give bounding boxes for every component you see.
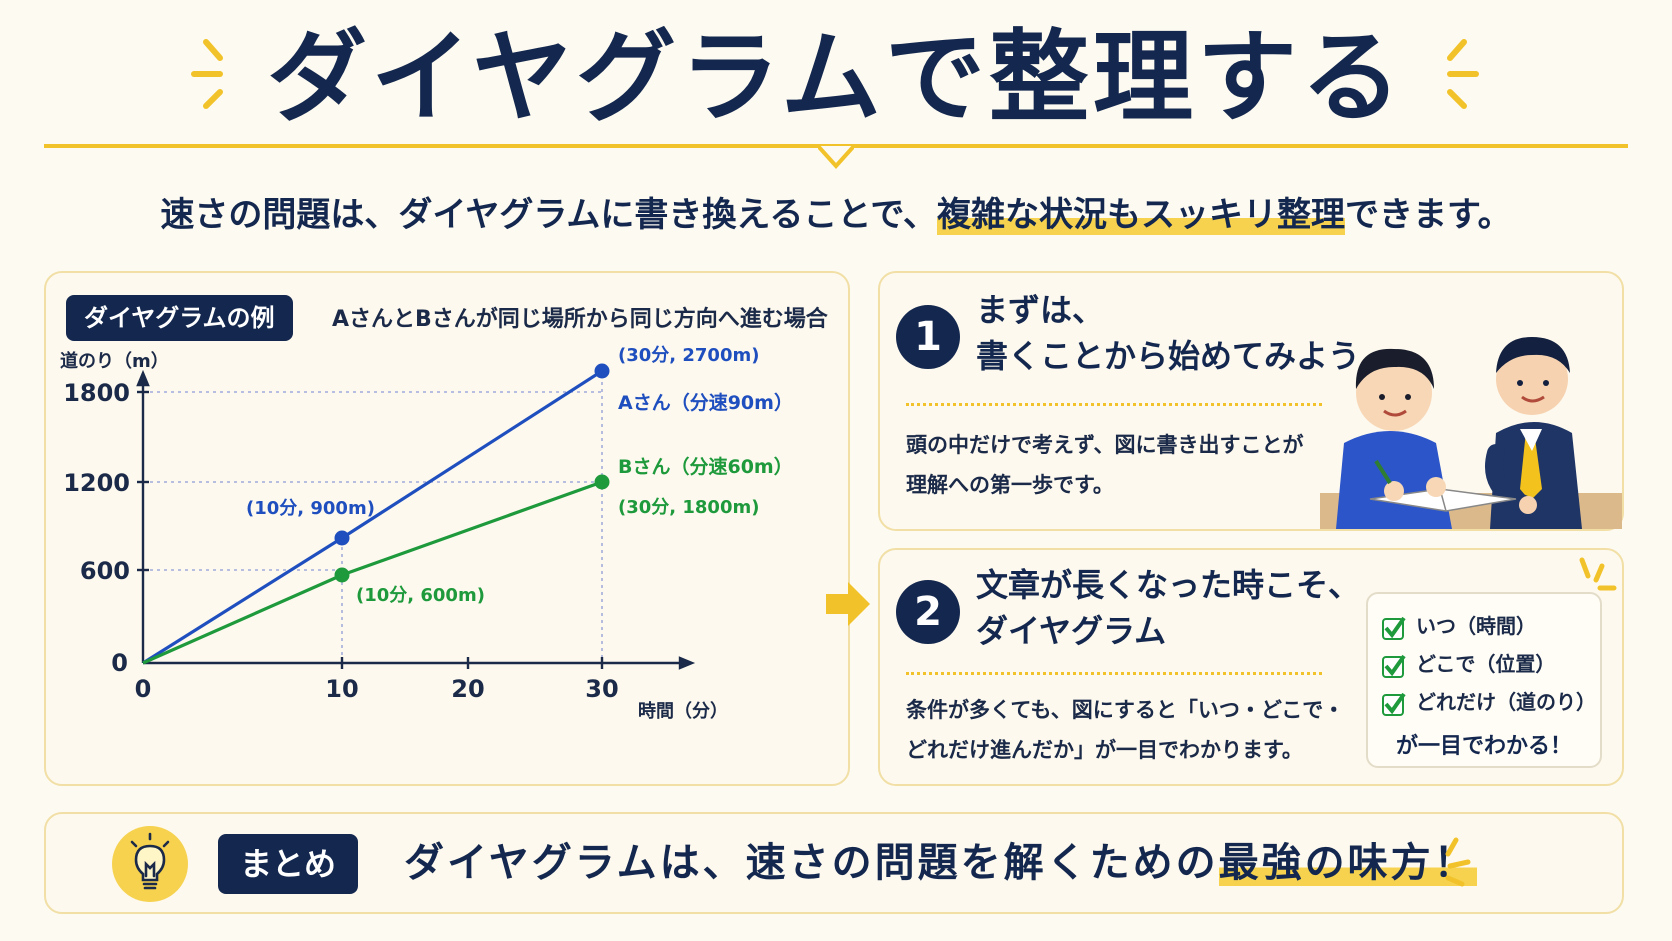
x-axis-label: 時間（分）	[638, 701, 728, 722]
subtitle-highlight: 複雑な状況もスッキリ整理	[936, 195, 1345, 235]
x-tick-label-10: 10	[325, 675, 358, 703]
lightbulb-icon	[130, 832, 170, 890]
checklist-item-where: どこで（位置）	[1382, 648, 1555, 678]
y-tick-label-1800: 1800	[63, 379, 130, 407]
step2-body-line2: どれだけ進んだか」が一目でわかります。	[906, 738, 1303, 762]
step2-panel: 2 文章が長くなった時こそ、 ダイヤグラム 条件が多くても、図にすると「いつ・ど…	[878, 548, 1624, 786]
step2-number: 2	[896, 580, 960, 644]
arrow-right-icon	[826, 582, 870, 626]
sparkle-summary-icon	[1445, 837, 1471, 887]
summary-badge: まとめ	[218, 834, 359, 894]
summary-text-main: ダイヤグラムは、速さの問題を解くための	[404, 840, 1219, 886]
step2-divider	[906, 672, 1322, 675]
x-tick-label-20: 20	[451, 675, 484, 703]
sparkle-left-icon	[191, 39, 223, 109]
checklist-label-when: いつ（時間）	[1416, 614, 1536, 638]
summary-text-highlight: 最強の味方！	[1218, 840, 1477, 886]
series-a-point-30	[594, 363, 610, 379]
diagram-example-badge: ダイヤグラムの例	[66, 295, 293, 341]
x-axis-arrow	[678, 656, 696, 670]
checklist-label-distance: どれだけ（道のり）	[1416, 690, 1596, 714]
series-a-point-label-30: (30分, 2700m)	[618, 345, 759, 366]
series-b-point-label-30: (30分, 1800m)	[618, 497, 759, 518]
student-teacher-illustration	[1320, 337, 1622, 529]
step1-body-line1: 頭の中だけで考えず、図に書き出すことが	[906, 433, 1304, 457]
step1-panel: 1 まずは、 書くことから始めてみよう 頭の中だけで考えず、図に書き出すことが …	[878, 271, 1624, 531]
step1-divider	[906, 403, 1322, 406]
lightbulb-icon-bg	[112, 826, 188, 902]
y-axis-label: 道のり（m）	[60, 350, 169, 372]
page-title: ダイヤグラムで整理する	[267, 19, 1405, 136]
series-a-point-10	[334, 530, 350, 546]
sparkle-right-icon	[1447, 39, 1479, 109]
step1-title-line1: まずは、	[976, 291, 1105, 329]
checklist-card: いつ（時間） どこで（位置） どれだけ（道のり） が一目でわかる！	[1366, 592, 1602, 768]
step2-body-line1: 条件が多くても、図にすると「いつ・どこで・	[906, 698, 1345, 722]
sparkle-checklist-icon	[1579, 557, 1617, 591]
step2-title-line2: ダイヤグラム	[976, 612, 1167, 650]
y-tick-label-1200: 1200	[63, 469, 130, 497]
step1-number: 1	[896, 305, 960, 369]
teacher-head	[1496, 343, 1568, 415]
subtitle: 速さの問題は、ダイヤグラムに書き換えることで、複雑な状況もスッキリ整理できます。	[0, 190, 1672, 240]
x-tick-label-30: 30	[585, 675, 618, 703]
step1-body-line2: 理解への第一歩です。	[906, 473, 1114, 497]
y-tick-label-0: 0	[111, 649, 128, 677]
subtitle-text-end: できます。	[1344, 195, 1512, 235]
diagram-example-caption: AさんとBさんが同じ場所から同じ方向へ進む場合	[332, 307, 828, 332]
series-a-point-label-10: (10分, 900m)	[246, 498, 375, 519]
series-a-name: Aさん（分速90m）	[618, 391, 793, 414]
x-tick-label-0: 0	[135, 675, 152, 703]
step1-title-line2: 書くことから始めてみよう	[976, 337, 1361, 375]
summary-panel: まとめ ダイヤグラムは、速さの問題を解くための最強の味方！	[44, 812, 1624, 914]
series-b-name: Bさん（分速60m）	[618, 455, 793, 478]
checklist-footer: が一目でわかる！	[1395, 734, 1572, 759]
step2-title-line1: 文章が長くなった時こそ、	[976, 566, 1361, 604]
student-head	[1356, 355, 1432, 431]
subtitle-text: 速さの問題は、ダイヤグラムに書き換えることで、	[160, 195, 937, 235]
title-notch	[818, 144, 854, 169]
y-tick-label-600: 600	[80, 557, 130, 585]
summary-text: ダイヤグラムは、速さの問題を解くための最強の味方！	[404, 832, 1477, 894]
series-b-point-30	[594, 474, 610, 490]
checklist-item-when: いつ（時間）	[1382, 610, 1536, 640]
checkbox-checked-icon	[1382, 616, 1406, 640]
checkbox-checked-icon	[1382, 692, 1406, 716]
y-axis-arrow	[136, 369, 150, 387]
series-b-point-label-10: (10分, 600m)	[356, 585, 485, 606]
checklist-item-distance: どれだけ（道のり）	[1382, 686, 1596, 716]
series-b-point-10	[334, 567, 350, 583]
diagram-example-panel: ダイヤグラムの例 AさんとBさんが同じ場所から同じ方向へ進む場合 道のり（m）	[44, 271, 850, 786]
checkbox-checked-icon	[1382, 654, 1406, 678]
diagram-chart: 道のり（m） 1800 1200 600 0 0 10 20 30 時間（分） …	[60, 345, 793, 722]
checklist-label-where: どこで（位置）	[1416, 652, 1556, 676]
